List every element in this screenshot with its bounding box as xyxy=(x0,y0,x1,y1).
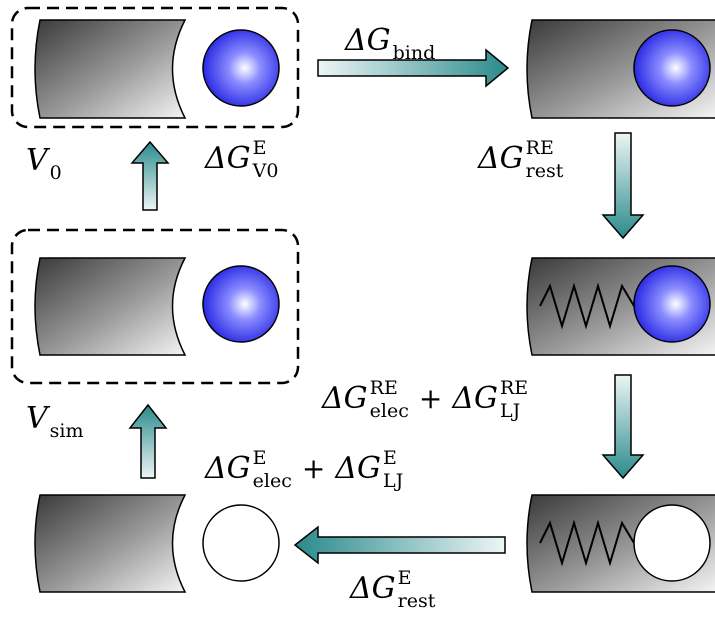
label-superscript: E xyxy=(253,137,267,159)
label-subscript: V0 xyxy=(252,160,279,182)
label-subscript: 0 xyxy=(50,162,62,184)
ligand xyxy=(203,30,279,106)
label-subscript: LJ xyxy=(383,470,403,492)
label-superscript: RE xyxy=(370,377,398,399)
label-superscript: E xyxy=(398,567,412,589)
label-superscript: RE xyxy=(500,377,528,399)
arrow xyxy=(603,375,643,478)
label-operator: + xyxy=(302,452,325,485)
label-superscript: RE xyxy=(526,137,554,159)
label-base: ΔG xyxy=(334,451,381,486)
arrow xyxy=(132,142,168,210)
label-superscript: E xyxy=(253,447,267,469)
label-subscript: elec xyxy=(253,470,292,492)
label-subscript: bind xyxy=(393,42,436,64)
label-base: ΔG xyxy=(451,381,498,416)
label-base: ΔG xyxy=(349,571,396,606)
arrow xyxy=(603,133,643,238)
label-operator: + xyxy=(419,382,442,415)
ligand xyxy=(634,266,710,342)
label-base: ΔG xyxy=(477,141,524,176)
label-base: ΔG xyxy=(204,141,251,176)
arrow xyxy=(130,405,166,478)
diagram: V0ΔGbindΔGEV0ΔGRErestVsimΔGREelec+ΔGRELJ… xyxy=(0,0,715,618)
label-subscript: LJ xyxy=(500,400,520,422)
shapes xyxy=(12,8,715,592)
label-subscript: rest xyxy=(526,160,564,182)
arrow xyxy=(295,527,505,563)
label-base: ΔG xyxy=(344,23,391,58)
label-base: ΔG xyxy=(204,451,251,486)
ligand xyxy=(634,30,710,106)
ligand xyxy=(203,266,279,342)
label-subscript: rest xyxy=(398,590,436,612)
receptor xyxy=(35,20,185,118)
ligand-empty xyxy=(203,505,279,581)
label-subscript: sim xyxy=(50,420,84,442)
label-base: ΔG xyxy=(321,381,368,416)
receptor xyxy=(35,495,185,592)
label-superscript: E xyxy=(383,447,397,469)
receptor xyxy=(35,258,185,355)
label-base: V xyxy=(26,401,51,436)
label-subscript: elec xyxy=(370,400,409,422)
label-base: V xyxy=(26,143,51,178)
ligand-empty xyxy=(634,505,710,581)
